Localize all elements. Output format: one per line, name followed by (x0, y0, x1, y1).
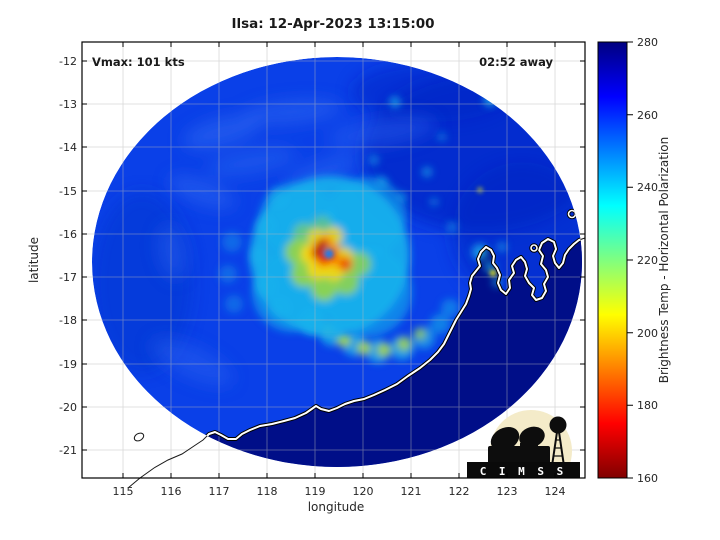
storm-eye (324, 249, 334, 259)
plot-border (81, 41, 586, 479)
axis-ticks (82, 42, 585, 478)
x-tick-label: 121 (401, 485, 422, 498)
colorbar-tick-label: 180 (637, 399, 658, 412)
x-tick-label: 115 (113, 485, 134, 498)
x-axis-label: longitude (308, 500, 365, 514)
x-tick-label: 122 (449, 485, 470, 498)
colorbar-tick-label: 240 (637, 181, 658, 194)
x-tick-label: 123 (497, 485, 518, 498)
y-tick-label: -13 (59, 98, 77, 111)
logo-banner (467, 462, 580, 478)
y-tick-label: -19 (59, 358, 77, 371)
vmax-annotation: Vmax: 101 kts (92, 55, 185, 69)
colorbar-tick-label: 160 (637, 472, 658, 485)
colorbar (597, 41, 628, 479)
x-tick-label: 116 (161, 485, 182, 498)
x-tick-label: 117 (209, 485, 230, 498)
island-outline (133, 432, 145, 442)
grid-lines (82, 42, 585, 478)
y-tick-label: -16 (59, 228, 77, 241)
colorbar-tick-label: 200 (637, 327, 658, 340)
y-tick-label: -17 (59, 271, 77, 284)
cimss-logo: C I M S S (467, 410, 580, 478)
swath-image (92, 57, 582, 467)
colorbar-tick-label: 220 (637, 254, 658, 267)
y-tick-label: -14 (59, 141, 77, 154)
y-axis-label: latitude (27, 237, 41, 283)
water-tower-icon (549, 416, 567, 467)
colorbar-ticks (627, 41, 633, 479)
y-tick-label: -20 (59, 401, 77, 414)
figure-title: Ilsa: 12-Apr-2023 13:15:00 (231, 16, 434, 32)
x-tick-label: 119 (305, 485, 326, 498)
logo-text: C I M S S (480, 465, 567, 478)
x-tick-label: 124 (545, 485, 566, 498)
coastline-inside-swath (126, 208, 582, 467)
eta-annotation: 02:52 away (479, 55, 553, 69)
x-tick-label: 118 (257, 485, 278, 498)
y-tick-label: -12 (59, 55, 77, 68)
colorbar-tick-label: 280 (637, 36, 658, 49)
x-tick-label: 120 (353, 485, 374, 498)
colorbar-label: Brightness Temp - Horizontal Polarizatio… (657, 137, 671, 384)
colorbar-tick-label: 260 (637, 109, 658, 122)
y-tick-label: -15 (59, 185, 77, 198)
warm-spot-speckles (477, 187, 497, 277)
land-region (128, 238, 582, 467)
y-tick-label: -18 (59, 314, 77, 327)
satellite-dish-icon (488, 426, 550, 464)
y-tick-label: -21 (59, 444, 77, 457)
